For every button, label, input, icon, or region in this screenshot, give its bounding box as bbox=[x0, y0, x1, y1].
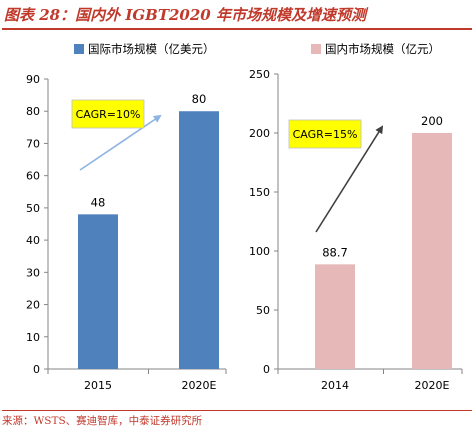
figure-source: 来源：WSTS、赛迪智库，中泰证券研究所 bbox=[2, 415, 203, 427]
intl-y-tick-label: 30 bbox=[26, 266, 40, 279]
dom-growth-arrow bbox=[315, 125, 384, 233]
dom-bar bbox=[315, 264, 355, 369]
dom-y-tick-label: 0 bbox=[263, 363, 270, 376]
intl-legend-swatch bbox=[74, 44, 84, 54]
dom-category-label: 2020E bbox=[415, 379, 450, 392]
intl-bar bbox=[78, 214, 118, 369]
dom-cagr-label: CAGR=15% bbox=[293, 128, 358, 141]
dom-bar-value-label: 88.7 bbox=[322, 245, 348, 259]
dom-bar-value-label: 200 bbox=[421, 114, 443, 128]
chart-domestic: 国内市场规模（亿元） 0 50 100 150 200 250 88.7 2014 200 2020… bbox=[240, 30, 473, 406]
intl-y-tick-label: 20 bbox=[26, 299, 40, 312]
intl-y-tick-label: 50 bbox=[26, 202, 40, 215]
dom-y-tick-label: 150 bbox=[249, 186, 270, 199]
dom-legend-label: 国内市场规模（亿元） bbox=[325, 42, 440, 56]
dom-legend-swatch bbox=[311, 44, 321, 54]
intl-y-tick-label: 80 bbox=[26, 105, 40, 118]
intl-y-tick-label: 90 bbox=[26, 73, 40, 86]
intl-y-tick-label: 60 bbox=[26, 170, 40, 183]
intl-y-tick-label: 0 bbox=[33, 363, 40, 376]
dom-bar bbox=[412, 133, 452, 369]
dom-category-label: 2014 bbox=[321, 379, 349, 392]
intl-y-tick-label: 10 bbox=[26, 331, 40, 344]
title-divider bbox=[2, 28, 472, 30]
figure-title: 图表 28：国内外 IGBT2020 年市场规模及增速预测 bbox=[4, 6, 366, 24]
chart-international-svg: 国际市场规模（亿美元） 0 10 20 30 40 50 60 70 80 90 48 2015 80 20… bbox=[26, 42, 227, 392]
intl-legend-label: 国际市场规模（亿美元） bbox=[88, 42, 215, 56]
intl-cagr-box bbox=[71, 99, 145, 129]
intl-bar-value-label: 48 bbox=[91, 195, 106, 209]
intl-cagr-label: CAGR=10% bbox=[76, 108, 141, 121]
source-divider bbox=[2, 410, 472, 411]
intl-bar bbox=[179, 111, 219, 369]
intl-bar-value-label: 80 bbox=[192, 92, 207, 106]
dom-y-tick-label: 200 bbox=[249, 127, 270, 140]
dom-y-tick-label: 250 bbox=[249, 68, 270, 81]
chart-domestic-svg: 国内市场规模（亿元） 0 50 100 150 200 250 88.7 2014 200 2020… bbox=[249, 42, 463, 392]
intl-y-tick-label: 40 bbox=[26, 234, 40, 247]
dom-y-tick-label: 50 bbox=[256, 304, 270, 317]
intl-y-tick-label: 70 bbox=[26, 137, 40, 150]
dom-y-tick-label: 100 bbox=[249, 245, 270, 258]
dom-cagr-box bbox=[288, 119, 362, 149]
intl-growth-arrow bbox=[79, 114, 162, 171]
intl-category-label: 2020E bbox=[182, 379, 217, 392]
intl-category-label: 2015 bbox=[84, 379, 112, 392]
chart-international: 国际市场规模（亿美元） 0 10 20 30 40 50 60 70 80 90 48 2015 80 20… bbox=[0, 30, 240, 406]
